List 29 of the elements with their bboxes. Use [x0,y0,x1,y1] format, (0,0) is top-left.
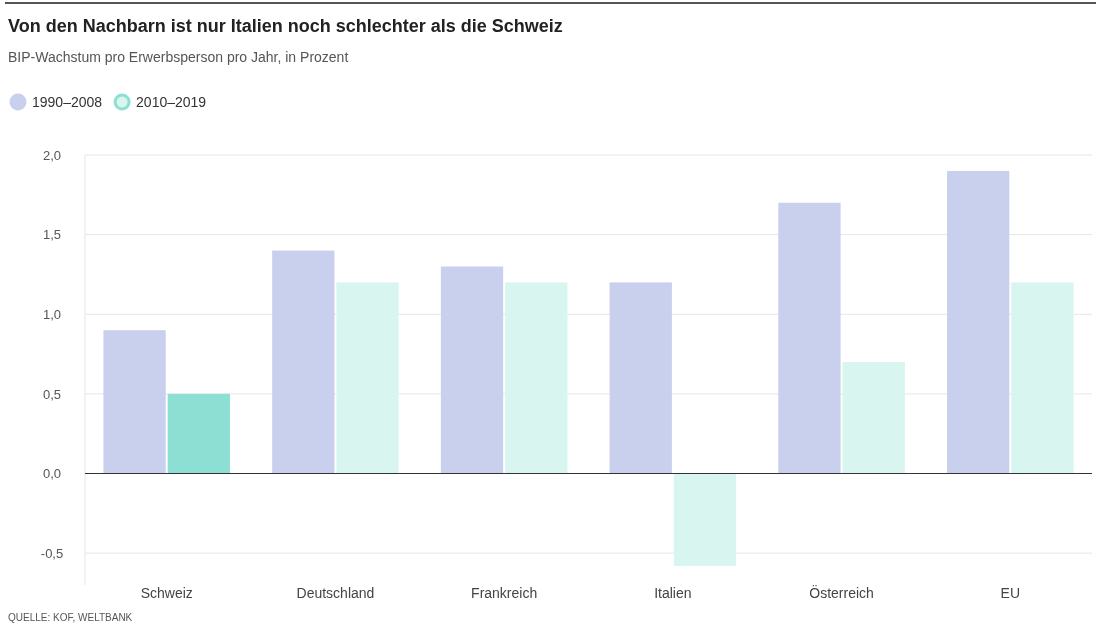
chart-subtitle: BIP-Wachstum pro Erwerbsperson pro Jahr, in Prozent [8,49,349,65]
x-tick-label: Frankreich [471,584,538,601]
bar [778,202,841,474]
bar [167,393,230,474]
bar [1011,282,1074,474]
bar [673,473,737,566]
y-tick-label: 0,5 [42,386,62,402]
y-tick-label: 1,0 [42,306,62,322]
source-note: QUELLE: KOF, WELTBANK [8,612,133,623]
bar [440,266,504,474]
y-tick-label: 2,0 [42,147,62,163]
bar [947,170,1010,474]
bar [609,282,672,474]
bar [505,282,568,474]
x-tick-label: Deutschland [296,584,375,601]
x-tick-label: EU [1000,584,1021,601]
chart-title: Von den Nachbarn ist nur Italien noch schlechter als die Schweiz [8,16,563,36]
x-tick-label: Österreich [809,583,874,601]
y-tick-label: 1,5 [42,227,62,243]
bar [842,362,905,474]
legend-label: 2010–2019 [136,94,207,110]
bar [336,282,399,474]
y-tick-label: 0,0 [42,466,62,482]
x-tick-label: Schweiz [140,584,193,601]
bar [272,250,335,474]
x-tick-label: Italien [654,584,692,601]
bar [103,330,166,474]
y-tick-label: -0,5 [40,545,64,561]
legend-label: 1990–2008 [32,94,103,110]
